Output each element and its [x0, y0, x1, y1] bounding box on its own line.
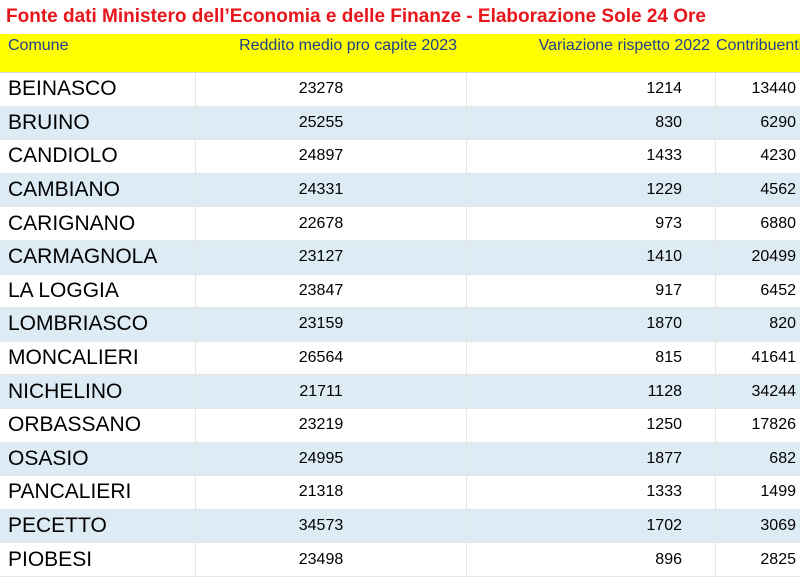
cell-comune: PIOBESI [0, 543, 196, 576]
cell-reddito: 25255 [196, 106, 467, 140]
cell-variazione: 1877 [467, 442, 716, 476]
header-variazione: Variazione rispetto 2022 [538, 37, 710, 54]
cell-variazione: 973 [467, 207, 716, 240]
cell-comune: BRUINO [0, 106, 196, 140]
table-row[interactable]: ORBASSANO 23219 1250 17826 [0, 408, 800, 443]
cell-contribuenti: 34244 [751, 382, 797, 400]
table-row[interactable]: PIOBESI 23498 896 2825 [0, 543, 800, 577]
table-row[interactable]: NICHELINO 21711 1128 34244 [0, 375, 800, 409]
cell-variazione: 1410 [467, 240, 716, 274]
cell-reddito: 23159 [196, 308, 467, 341]
cell-reddito: 23278 [196, 73, 467, 106]
cell-contribuenti: 1499 [760, 483, 796, 501]
cell-reddito: 21711 [196, 375, 467, 408]
cell-reddito: 34573 [196, 509, 467, 543]
cell-contribuenti: 6880 [760, 214, 796, 232]
cell-contribuenti: 682 [769, 449, 796, 467]
cell-reddito: 21318 [196, 476, 467, 509]
table-header: Comune Reddito medio pro capite 2023 Var… [0, 34, 800, 72]
cell-comune: NICHELINO [0, 375, 196, 408]
cell-comune: CAMBIANO [0, 173, 196, 207]
cell-comune: MONCALIERI [0, 341, 196, 375]
table-row[interactable]: LA LOGGIA 23847 917 6452 [0, 274, 800, 309]
cell-comune: LOMBRIASCO [0, 308, 196, 341]
header-contribuenti: Contribuenti [716, 37, 800, 54]
cell-contribuenti: 820 [769, 315, 796, 333]
cell-reddito: 23127 [196, 240, 467, 274]
cell-reddito: 23219 [196, 408, 467, 442]
cell-comune: CANDIOLO [0, 140, 196, 173]
cell-variazione: 1702 [467, 509, 716, 543]
cell-contribuenti: 3069 [760, 517, 796, 535]
cell-contribuenti: 17826 [751, 416, 797, 434]
cell-reddito: 26564 [196, 341, 467, 375]
table-row[interactable]: BEINASCO 23278 1214 13440 [0, 73, 800, 107]
cell-reddito: 23498 [196, 543, 467, 576]
table-row[interactable]: MONCALIERI 26564 815 41641 [0, 341, 800, 376]
cell-contribuenti: 4562 [760, 181, 796, 199]
cell-variazione: 1433 [467, 140, 716, 173]
cell-variazione: 1229 [467, 173, 716, 207]
cell-comune: CARIGNANO [0, 207, 196, 240]
table-row[interactable]: LOMBRIASCO 23159 1870 820 [0, 308, 800, 342]
cell-contribuenti: 13440 [751, 80, 797, 98]
cell-variazione: 1870 [467, 308, 716, 341]
cell-reddito: 24897 [196, 140, 467, 173]
cell-comune: PECETTO [0, 509, 196, 543]
table-row[interactable]: CANDIOLO 24897 1433 4230 [0, 140, 800, 174]
cell-comune: PANCALIERI [0, 476, 196, 509]
cell-variazione: 1250 [467, 408, 716, 442]
cell-reddito: 24995 [196, 442, 467, 476]
cell-contribuenti: 2825 [760, 550, 796, 568]
cell-variazione: 815 [467, 341, 716, 375]
cell-variazione: 1333 [467, 476, 716, 509]
cell-comune: LA LOGGIA [0, 274, 196, 308]
cell-contribuenti: 20499 [751, 248, 797, 266]
cell-reddito: 24331 [196, 173, 467, 207]
cell-contribuenti: 4230 [760, 147, 796, 165]
data-table: BEINASCO 23278 1214 13440 BRUINO 25255 8… [0, 72, 800, 577]
cell-comune: BEINASCO [0, 73, 196, 106]
table-row[interactable]: BRUINO 25255 830 6290 [0, 106, 800, 141]
cell-variazione: 1214 [467, 73, 716, 106]
table-row[interactable]: PECETTO 34573 1702 3069 [0, 509, 800, 544]
cell-variazione: 830 [467, 106, 716, 140]
cell-contribuenti: 41641 [751, 349, 797, 367]
table-row[interactable]: OSASIO 24995 1877 682 [0, 442, 800, 477]
table-row[interactable]: CARMAGNOLA 23127 1410 20499 [0, 240, 800, 275]
header-comune: Comune [8, 37, 69, 54]
cell-comune: CARMAGNOLA [0, 240, 196, 274]
table-row[interactable]: CAMBIANO 24331 1229 4562 [0, 173, 800, 208]
cell-comune: ORBASSANO [0, 408, 196, 442]
cell-reddito: 23847 [196, 274, 467, 308]
table-row[interactable]: CARIGNANO 22678 973 6880 [0, 207, 800, 241]
cell-contribuenti: 6290 [760, 113, 796, 131]
cell-variazione: 896 [467, 543, 716, 576]
cell-variazione: 1128 [467, 375, 716, 408]
cell-reddito: 22678 [196, 207, 467, 240]
cell-comune: OSASIO [0, 442, 196, 476]
source-title: Fonte dati Ministero dell’Economia e del… [0, 0, 800, 34]
header-reddito: Reddito medio pro capite 2023 [239, 37, 457, 54]
cell-variazione: 917 [467, 274, 716, 308]
cell-contribuenti: 6452 [760, 281, 796, 299]
table-row[interactable]: PANCALIERI 21318 1333 1499 [0, 476, 800, 510]
